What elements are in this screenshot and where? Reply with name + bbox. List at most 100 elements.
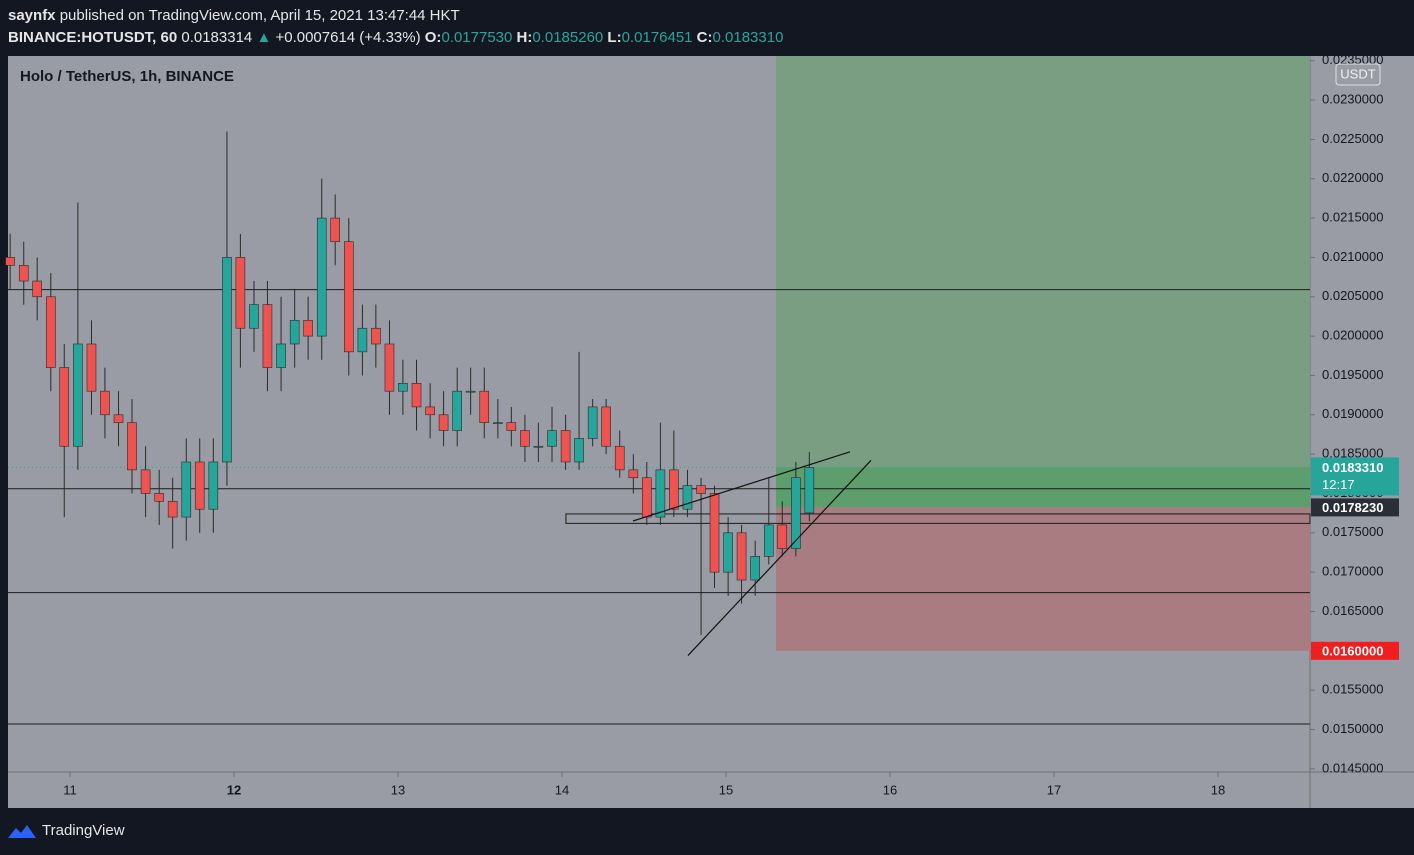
x-tick-label: 18: [1211, 782, 1225, 797]
x-tick-label: 14: [555, 782, 569, 797]
candle-body: [73, 343, 83, 447]
y-tick-label: 0.0195000: [1322, 367, 1383, 382]
candle-body: [763, 524, 774, 557]
candle-body: [59, 367, 70, 447]
candle-body: [465, 390, 476, 393]
x-tick-label: 17: [1047, 782, 1061, 797]
countdown-label: 12:17: [1322, 477, 1355, 492]
candle-body: [736, 532, 747, 581]
candle-body: [32, 280, 42, 298]
candle-body: [167, 501, 178, 518]
entry-label: 0.0178230: [1322, 500, 1383, 515]
header-line-1: saynfx published on TradingView.com, Apr…: [8, 7, 460, 24]
plot: 0.0145000 0.0150000 0.0155000 0.0160000 0.01…: [5, 52, 1399, 797]
candle-body: [669, 469, 679, 510]
x-tick-label: 12: [227, 782, 241, 797]
candle-body: [398, 383, 408, 392]
candle-body: [222, 257, 232, 463]
y-tick-label: 0.0170000: [1322, 564, 1383, 579]
stop-label: 0.0160000: [1322, 643, 1383, 658]
change: +0.0007614 (+4.33%): [275, 29, 420, 46]
candle-body: [791, 477, 801, 549]
candle-body: [425, 406, 435, 416]
published: published on TradingView.com, April 15, …: [60, 7, 460, 24]
candle-body: [289, 320, 300, 345]
candle-body: [601, 406, 611, 447]
stop-box: [1311, 641, 1399, 660]
currency-box: [1335, 63, 1381, 86]
candle-body: [696, 485, 706, 494]
publisher: saynfx: [8, 7, 56, 24]
logo-icon: [8, 825, 36, 838]
y-tick-label: 0.0150000: [1322, 721, 1383, 736]
candle-body: [560, 430, 571, 463]
candle-body: [235, 257, 246, 329]
trendline: [632, 451, 851, 522]
candle-body: [384, 343, 395, 392]
loss-zone: [776, 507, 1310, 651]
current-price-label: 0.0183310: [1322, 460, 1383, 475]
y-tick-label: 0.0220000: [1322, 170, 1383, 185]
candle-body: [46, 296, 56, 368]
last-price: 0.0183314: [181, 29, 252, 46]
entry-box: [1311, 498, 1399, 517]
candle-body: [547, 430, 557, 447]
candle-body: [723, 532, 733, 573]
candle-body: [750, 556, 760, 581]
y-tick-label: 0.0155000: [1322, 682, 1383, 697]
candle-body: [249, 304, 259, 329]
candle-body: [709, 493, 720, 573]
y-tick-label: 0.0210000: [1322, 249, 1383, 264]
candle-body: [574, 438, 584, 463]
candle-body: [438, 414, 449, 431]
candle-body: [194, 461, 205, 510]
currency: USDT: [1340, 66, 1375, 81]
candle-body: [506, 422, 517, 431]
candle-body: [641, 477, 652, 518]
x-tick-label: 16: [883, 782, 897, 797]
candle-body: [330, 217, 340, 242]
h-value: 0.0185260: [532, 29, 603, 46]
profit-zone: [776, 56, 1310, 508]
y-tick-label: 0.0175000: [1322, 524, 1383, 539]
candle-body: [804, 467, 815, 514]
candle-body: [140, 469, 151, 494]
candle-body: [343, 241, 354, 353]
candle-body: [655, 469, 666, 518]
x-tick-label: 13: [391, 782, 405, 797]
open-profit-zone: [776, 467, 1310, 508]
candle-body: [411, 383, 422, 408]
candle-body: [452, 390, 462, 431]
candle-body: [100, 390, 110, 416]
candle-body: [181, 461, 192, 518]
y-tick-label: 0.0165000: [1322, 603, 1383, 618]
x-tick-label: 15: [719, 782, 733, 797]
candle-body: [113, 414, 124, 423]
candle-body: [303, 320, 313, 337]
y-tick-label: 0.0205000: [1322, 288, 1383, 303]
y-tick-label: 0.0230000: [1322, 91, 1383, 106]
candle-body: [262, 304, 273, 368]
candle-body: [533, 445, 544, 448]
candle-body: [86, 343, 97, 392]
tradingview-logo: [8, 825, 36, 838]
y-tick-label: 0.0185000: [1322, 446, 1383, 461]
candle-body: [276, 343, 286, 368]
c-value: 0.0183310: [713, 29, 784, 46]
l-label: L:: [607, 29, 621, 46]
candle-body: [5, 257, 15, 266]
x-tick-label: 11: [63, 782, 77, 797]
candle-body: [154, 493, 165, 502]
footer-brand: TradingView: [42, 822, 125, 839]
candle-body: [18, 264, 29, 282]
y-tick-label: 0.0190000: [1322, 406, 1383, 421]
h-label: H:: [517, 29, 533, 46]
candle-body: [371, 327, 381, 345]
y-tick-label: 0.0225000: [1322, 131, 1383, 146]
y-tick-label: 0.0235000: [1322, 52, 1383, 67]
header-line-2: BINANCE:HOTUSDT, 60 0.0183314 ▲ +0.00076…: [8, 29, 783, 46]
y-tick-label: 0.0200000: [1322, 328, 1383, 343]
candle-body: [127, 422, 137, 471]
candle-body: [479, 390, 490, 423]
